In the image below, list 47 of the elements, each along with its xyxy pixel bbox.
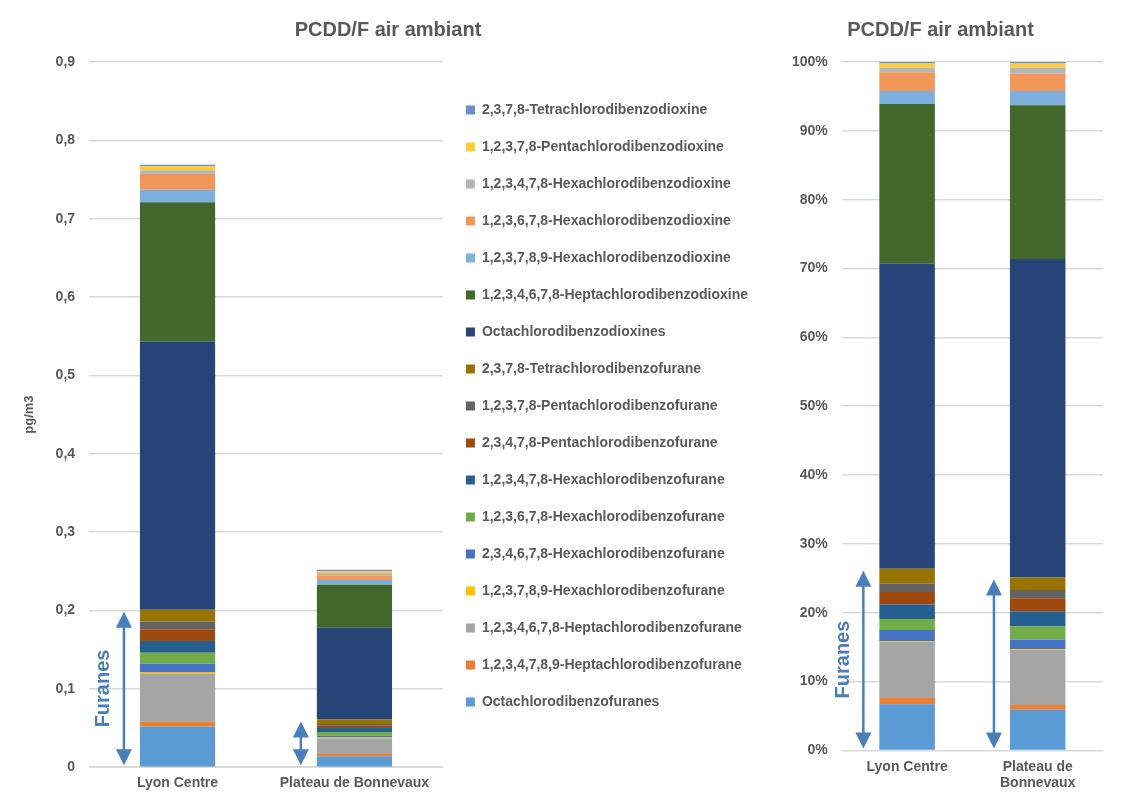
y-tick-label: 0,7 [55, 209, 76, 226]
legend-label: 2,3,7,8-Tetrachlorodibenzofurane [481, 359, 702, 376]
y-tick-label: 0,2 [55, 601, 76, 618]
legend-label: 1,2,3,6,7,8-Hexachlorodibenzodioxine [481, 211, 732, 228]
y-tick-label: 20% [799, 603, 829, 620]
y-tick-label: 80% [799, 190, 829, 207]
legend-label: 1,2,3,4,7,8-Hexachlorodibenzofurane [481, 470, 725, 487]
y-tick-label: 100% [791, 52, 829, 69]
annotation: Furanes [91, 649, 114, 728]
y-tick-label: 50% [799, 397, 829, 414]
legend-label: Octachlorodibenzofuranes [481, 692, 660, 709]
y-tick-label: 10% [799, 672, 829, 689]
legend-label: 1,2,3,4,6,7,8-Heptachlorodibenzodioxine [481, 285, 749, 302]
y-tick-label: 0,4 [55, 444, 76, 461]
y-tick-label: 40% [799, 465, 829, 482]
y-tick-label: 0% [807, 741, 829, 758]
x-tick-label: Lyon Centre [866, 757, 948, 774]
legend-label: 1,2,3,4,6,7,8-Heptachlorodibenzofurane [481, 618, 742, 635]
y-tick-label: 0,6 [55, 287, 76, 304]
legend-label: 1,2,3,7,8-Pentachlorodibenzofurane [481, 396, 718, 413]
x-tick-label: Plateau de Bonnevaux [279, 774, 430, 791]
chart-title: PCDD/F air ambiant [294, 17, 482, 40]
legend-label: 2,3,7,8-Tetrachlorodibenzodioxine [481, 100, 708, 117]
y-axis-title: pg/m3 [21, 395, 37, 434]
y-tick-label: 60% [799, 328, 829, 345]
legend-label: 1,2,3,4,7,8-Hexachlorodibenzodioxine [481, 174, 732, 191]
y-tick-label: 0,3 [55, 522, 76, 539]
legend-label: 1,2,3,7,8-Pentachlorodibenzodioxine [481, 137, 725, 154]
legend-label: 1,2,3,6,7,8-Hexachlorodibenzofurane [481, 507, 725, 524]
y-tick-label: 30% [799, 534, 829, 551]
y-tick-label: 0,5 [55, 366, 76, 383]
y-tick-label: 0,9 [55, 52, 76, 69]
legend-label: Octachlorodibenzodioxines [481, 322, 666, 339]
annotation: Furanes [830, 620, 853, 699]
y-tick-label: 0,1 [55, 679, 76, 696]
y-tick-label: 0 [67, 758, 76, 775]
chart-title: PCDD/F air ambiant [847, 17, 1035, 40]
legend-label: 2,3,4,6,7,8-Hexachlorodibenzofurane [481, 544, 725, 561]
x-tick-label: Lyon Centre [136, 774, 219, 791]
y-tick-label: 0,8 [55, 131, 76, 148]
y-tick-label: 90% [799, 121, 829, 138]
legend-label: 2,3,4,7,8-Pentachlorodibenzofurane [481, 433, 718, 450]
legend-label: 1,2,3,4,7,8,9-Heptachlorodibenzofurane [481, 655, 742, 672]
legend-label: 1,2,3,7,8,9-Hexachlorodibenzofurane [481, 581, 725, 598]
legend-label: 1,2,3,7,8,9-Hexachlorodibenzodioxine [481, 248, 732, 265]
y-tick-label: 70% [799, 259, 829, 276]
x-tick-label: Plateau de Bonnevaux [999, 757, 1076, 791]
